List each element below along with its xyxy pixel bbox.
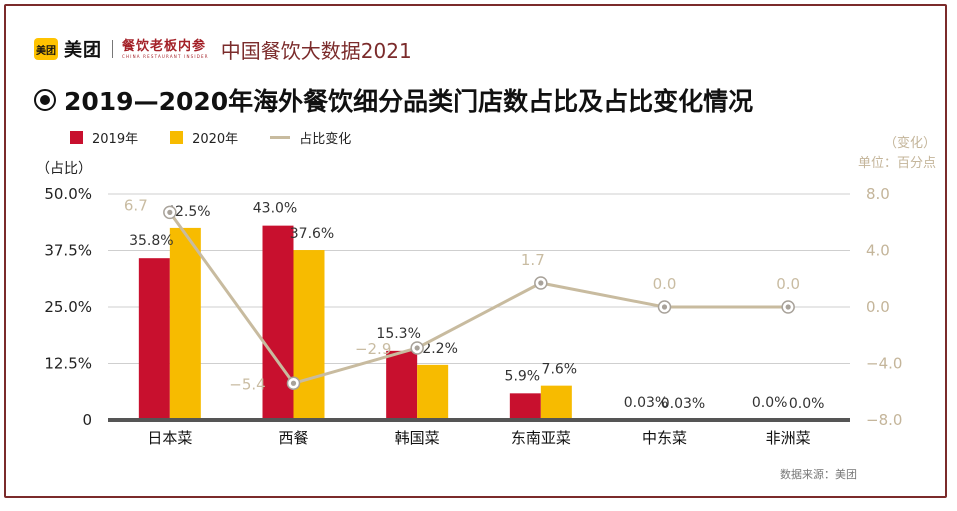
category-label: 西餐 xyxy=(278,429,308,447)
bar-2020 xyxy=(417,364,449,420)
left-tick-label: 12.5% xyxy=(44,355,92,373)
left-tick-label: 0 xyxy=(82,411,92,429)
chart-title-row: 2019—2020年海外餐饮细分品类门店数占比及占比变化情况 xyxy=(34,82,753,118)
right-tick-label: −8.0 xyxy=(866,411,902,429)
bullet-circle-icon xyxy=(34,89,56,111)
right-tick-label: 8.0 xyxy=(866,185,890,203)
change-point-core xyxy=(167,209,173,215)
sub-brand-logo: 餐饮老板内参 CHINA RESTAURANT INSIDER xyxy=(122,39,209,60)
bar-label-2019: 0.0% xyxy=(752,395,788,411)
bar-label-2019: 0.03% xyxy=(624,395,668,411)
chart-frame xyxy=(4,4,947,498)
category-label: 非洲菜 xyxy=(766,429,811,447)
change-point-core xyxy=(661,304,668,310)
bar-label-2020: 7.6% xyxy=(542,362,578,378)
right-axis-title-line2: 单位：百分点 xyxy=(857,156,936,171)
bar-2019 xyxy=(386,350,418,420)
right-axis-title: （变化） 单位：百分点 xyxy=(826,134,936,174)
report-title: 中国餐饮大数据2021 xyxy=(220,38,412,63)
change-point-core xyxy=(414,345,420,351)
bar-2019 xyxy=(262,225,294,420)
legend-label-change: 占比变化 xyxy=(299,132,352,147)
bar-2019 xyxy=(138,258,170,420)
change-label: −2.9 xyxy=(355,340,391,358)
change-label: −5.4 xyxy=(229,375,265,393)
sub-brand-english: CHINA RESTAURANT INSIDER xyxy=(122,53,209,59)
legend-item-2019: 2019年 xyxy=(70,128,138,147)
bar-label-2020: 42.5% xyxy=(166,204,210,220)
legend-swatch-change xyxy=(270,136,291,139)
change-label: 1.7 xyxy=(521,251,545,269)
left-tick-label: 50.0% xyxy=(44,185,92,203)
bar-label-2020: 37.6% xyxy=(290,226,334,242)
change-line xyxy=(168,211,789,386)
bar-label-2020: 0.03% xyxy=(661,396,705,412)
data-source: 数据来源：美团 xyxy=(780,468,857,481)
left-tick-label: 37.5% xyxy=(44,242,92,260)
legend-item-2020: 2020年 xyxy=(170,128,238,147)
bar-2020 xyxy=(169,227,201,420)
bar-label-2019: 43.0% xyxy=(253,201,297,217)
bar-2020 xyxy=(293,250,325,420)
legend-item-change: 占比变化 xyxy=(270,128,351,147)
legend-swatch-2020 xyxy=(170,131,184,144)
bar-2020 xyxy=(540,385,572,420)
bar-label-2020: 0.0% xyxy=(789,396,825,412)
bar-label-2019: 5.9% xyxy=(505,368,541,384)
category-label: 日本菜 xyxy=(147,429,192,447)
change-label: 0.0 xyxy=(776,275,800,293)
legend-label-2020: 2020年 xyxy=(192,132,239,147)
meituan-logo: 美团 xyxy=(34,38,58,60)
bar-label-2019: 35.8% xyxy=(129,233,173,249)
change-point-core xyxy=(785,304,791,310)
category-label: 东南亚菜 xyxy=(511,429,571,447)
legend-swatch-2019 xyxy=(70,131,83,144)
category-label: 中东菜 xyxy=(642,429,687,447)
left-axis-title: （占比） xyxy=(36,161,92,177)
left-tick-label: 25.0% xyxy=(44,298,92,316)
right-tick-label: 0.0 xyxy=(866,298,890,316)
legend-label-2019: 2019年 xyxy=(92,132,139,147)
right-tick-label: 4.0 xyxy=(866,242,890,260)
change-point-core xyxy=(290,380,297,386)
change-label: 6.7 xyxy=(124,196,148,214)
chart-title: 2019—2020年海外餐饮细分品类门店数占比及占比变化情况 xyxy=(64,87,754,116)
bar-label-2019: 15.3% xyxy=(376,326,420,342)
change-label: 0.0 xyxy=(653,275,677,293)
right-axis-title-line1: （变化） xyxy=(883,136,936,151)
bar-2019 xyxy=(509,393,541,420)
sub-brand-name: 餐饮老板内参 xyxy=(122,38,207,54)
right-tick-label: −4.0 xyxy=(866,355,902,373)
header-divider xyxy=(112,40,113,58)
report-header: 美团 美团 餐饮老板内参 CHINA RESTAURANT INSIDER 中国… xyxy=(34,36,412,63)
brand-name: 美团 xyxy=(64,40,102,61)
chart-legend: 2019年 2020年 占比变化 xyxy=(70,128,383,147)
category-label: 韩国菜 xyxy=(395,429,440,447)
change-point-core xyxy=(538,280,544,286)
